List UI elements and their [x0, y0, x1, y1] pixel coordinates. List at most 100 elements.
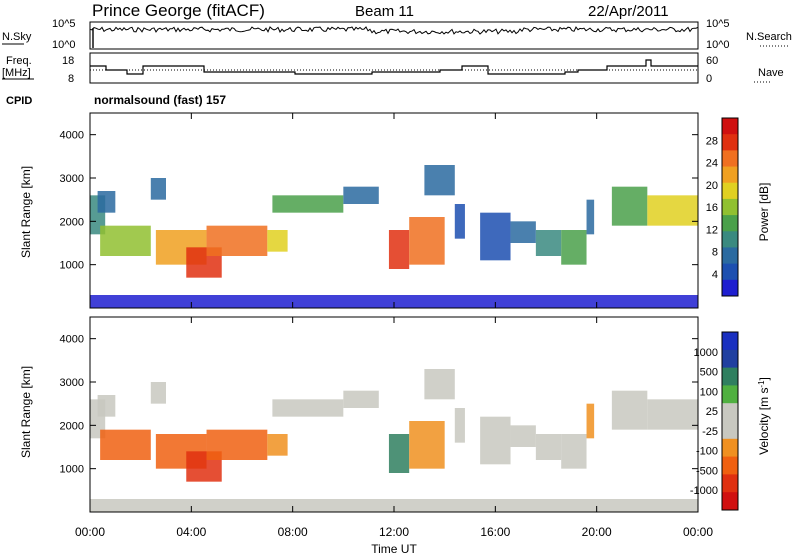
heatmap-cell [90, 499, 698, 512]
noise-right-tick-high: 10^5 [706, 18, 730, 30]
colorbar-segment [722, 403, 738, 422]
freq-left-tick-high: 18 [62, 55, 74, 67]
heatmap-cell [424, 165, 455, 196]
heatmap-cell [611, 186, 648, 226]
colorbar-tick-label: -1000 [690, 485, 718, 497]
colorbar-segment [722, 332, 738, 351]
noise-right-tick-low: 10^0 [706, 39, 730, 51]
x-tick-label: 00:00 [75, 525, 105, 539]
power-colorbar: 4 8 12 16 20 24 28 [706, 117, 739, 297]
velocity-y-label: Slant Range [km] [19, 366, 33, 458]
heatmap-cell [586, 403, 595, 439]
heatmap-cell [561, 434, 587, 469]
y-tick-label: 3000 [60, 173, 84, 185]
heatmap-cell [206, 429, 268, 460]
colorbar-segment [722, 421, 738, 440]
colorbar-segment [722, 456, 738, 475]
colorbar-frame [721, 331, 739, 511]
noise-right-label: N.Search [746, 31, 792, 43]
cpid-label: CPID [6, 95, 32, 107]
date-label: 22/Apr/2011 [588, 3, 669, 20]
y-tick-label: 2000 [60, 420, 84, 432]
y-tick-label: 1000 [60, 464, 84, 476]
heatmap-cell [409, 421, 445, 469]
velocity-y-axis: 1000 2000 3000 4000 [60, 334, 698, 476]
power-y-axis: 1000 2000 3000 4000 [60, 130, 698, 272]
heatmap-cell [454, 204, 465, 239]
power-colorbar-label: Power [dB] [757, 183, 771, 242]
heatmap-cell [97, 191, 116, 213]
colorbar-tick-label: 100 [700, 386, 718, 398]
x-tick-label: 00:00 [683, 525, 713, 539]
heatmap-cell [343, 390, 379, 408]
x-axis: 00:00 04:00 08:00 12:00 16:00 20:00 00:00 [75, 113, 713, 539]
heatmap-cell [97, 395, 116, 417]
heatmap-cell [100, 225, 151, 256]
velocity-colorbar: 1000 500 100 25 -25 -100 -500 -1000 [690, 331, 739, 511]
heatmap-cell [480, 416, 511, 465]
y-tick-label: 4000 [60, 334, 84, 346]
heatmap-cell [150, 178, 166, 200]
colorbar-segment [722, 349, 738, 369]
noise-left-tick-high: 10^5 [52, 18, 76, 30]
heatmap-cell [90, 295, 698, 308]
x-tick-label: 12:00 [379, 525, 409, 539]
heatmap-cell [100, 429, 151, 460]
heatmap-cell [424, 369, 455, 400]
colorbar-segment [722, 118, 738, 135]
colorbar-segment [722, 182, 738, 200]
colorbar-tick-label: -500 [696, 465, 718, 477]
heatmap-cell [343, 186, 379, 204]
power-y-label: Slant Range [km] [19, 166, 33, 258]
freq-left-tick-low: 8 [68, 73, 74, 85]
colorbar-segment [722, 134, 738, 151]
heatmap-cell [480, 212, 511, 261]
colorbar-segment [722, 198, 738, 216]
colorbar-segment [722, 215, 738, 232]
colorbar-tick-label: 12 [706, 224, 718, 236]
colorbar-tick-label: 8 [712, 247, 718, 259]
freq-panel-frame [89, 52, 699, 84]
x-tick-label: 08:00 [278, 525, 308, 539]
heatmap-cell [206, 225, 268, 256]
colorbar-segment [722, 474, 738, 493]
colorbar-segment [722, 166, 738, 184]
colorbar-tick-label: 1000 [694, 347, 718, 359]
heatmap-cell [150, 382, 166, 404]
noise-left-tick-low: 10^0 [52, 39, 76, 51]
noise-sky-line [89, 26, 699, 35]
freq-left-label-2: [MHz] [2, 67, 31, 79]
colorbar-segment [722, 247, 738, 265]
power-panel-frame [89, 112, 699, 309]
heatmap-cell [272, 195, 344, 213]
heatmap-cell [388, 230, 410, 269]
heatmap-cell [388, 434, 410, 473]
x-tick-label: 20:00 [582, 525, 612, 539]
colorbar-tick-label: 25 [706, 406, 718, 418]
heatmap-cell [561, 230, 587, 265]
heatmap-cell [647, 195, 698, 226]
colorbar-segment [722, 231, 738, 248]
heatmap-cell [267, 434, 288, 456]
y-tick-label: 1000 [60, 260, 84, 272]
colorbar-segment [722, 385, 738, 404]
colorbar-segment [722, 263, 738, 281]
heatmap-cell [647, 399, 698, 430]
velocity-colorbar-label: Velocity [m s-1] [757, 377, 772, 455]
colorbar-tick-label: 4 [712, 269, 718, 281]
freq-right-tick-high: 60 [706, 55, 718, 67]
heatmap-cell [611, 390, 648, 430]
noise-left-label: N.Sky [2, 31, 32, 43]
colorbar-tick-label: 24 [706, 158, 718, 170]
colorbar-tick-label: 20 [706, 180, 718, 192]
colorbar-tick-label: 16 [706, 202, 718, 214]
y-tick-label: 4000 [60, 130, 84, 142]
power-heatmap-cells [90, 165, 698, 308]
y-tick-label: 2000 [60, 216, 84, 228]
heatmap-cell [510, 425, 536, 447]
heatmap-cell [267, 230, 288, 252]
colorbar-frame [721, 117, 739, 297]
colorbar-tick-label: 500 [700, 367, 718, 379]
y-tick-label: 3000 [60, 377, 84, 389]
velocity-panel-frame [89, 316, 699, 513]
